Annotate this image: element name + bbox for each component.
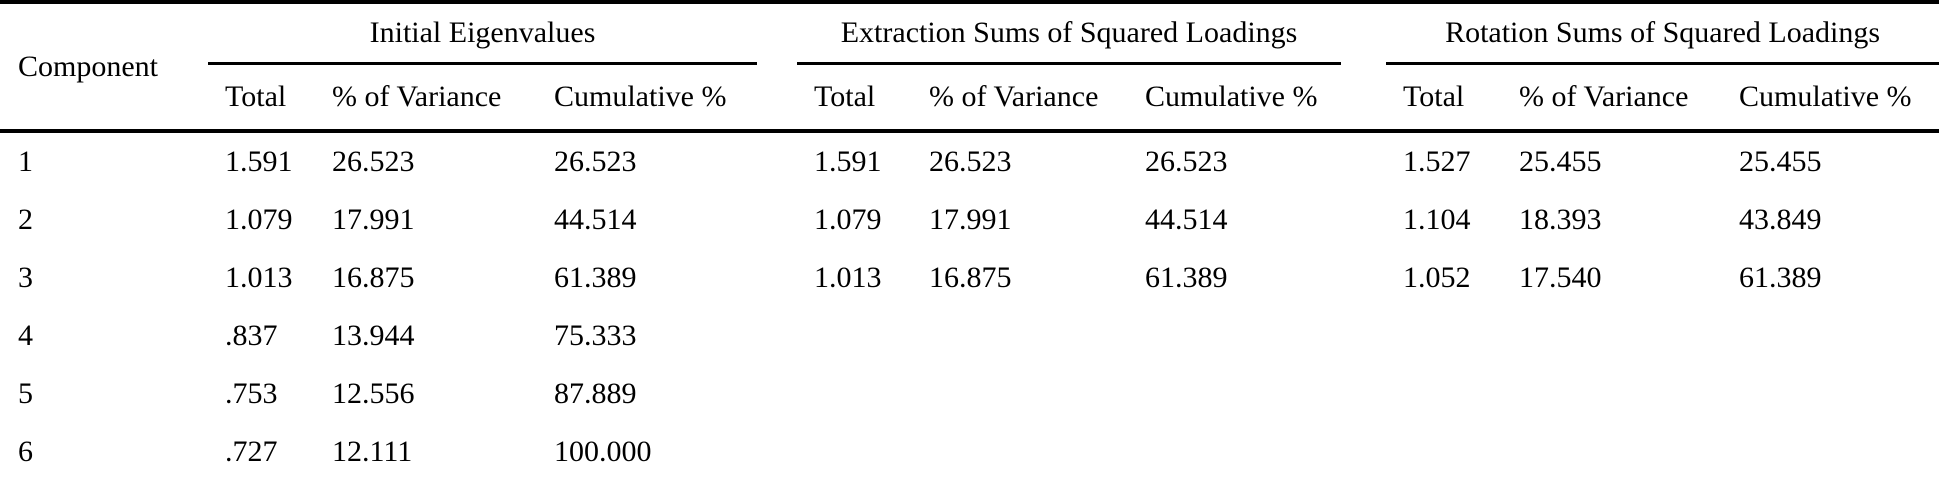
table-row-component-5: 5 .753 12.556 87.889 [0, 365, 1939, 423]
extraction-pct-variance-cell [912, 365, 1128, 423]
initial-pct-variance-cell: 12.556 [332, 377, 415, 410]
initial-cumulative-pct-cell: 75.333 [554, 319, 637, 352]
column-gap [1341, 131, 1386, 191]
rotation-cumulative-pct-cell [1722, 365, 1939, 423]
rotation-total-cell [1386, 365, 1502, 423]
component-cell: 3 [18, 261, 33, 294]
initial-pct-variance-cell: 17.991 [332, 203, 415, 236]
rotation-cumulative-pct-cell: 43.849 [1739, 203, 1822, 236]
rotation-cumulative-pct-header: Cumulative % [1722, 63, 1939, 133]
component-cell: 1 [18, 145, 33, 178]
column-gap [757, 249, 797, 307]
initial-total-cell: .727 [225, 435, 278, 468]
extraction-cumulative-pct-header: Cumulative % [1128, 63, 1342, 133]
initial-pct-variance-cell: 13.944 [332, 319, 415, 352]
column-gap [757, 191, 797, 249]
component-column-header: Component [0, 2, 208, 133]
initial-cumulative-pct-header: Cumulative % [537, 63, 758, 133]
extraction-pct-variance-cell: 16.875 [929, 261, 1012, 294]
column-gap [1341, 249, 1386, 307]
rotation-total-cell: 1.052 [1403, 261, 1471, 294]
rotation-total-cell [1386, 307, 1502, 365]
extraction-pct-variance-cell [912, 423, 1128, 481]
rotation-total-cell: 1.104 [1403, 203, 1471, 236]
rotation-pct-variance-cell: 18.393 [1519, 203, 1602, 236]
extraction-pct-variance-cell: 17.991 [929, 203, 1012, 236]
rotation-pct-variance-cell: 17.540 [1519, 261, 1602, 294]
extraction-total-cell: 1.591 [814, 145, 882, 178]
column-gap [757, 423, 797, 481]
rotation-total-header: Total [1386, 63, 1503, 133]
table-row-component-1: 1 1.591 26.523 26.523 1.591 26.523 26.52… [0, 131, 1939, 191]
extraction-total-cell [797, 423, 912, 481]
extraction-cumulative-pct-cell [1128, 307, 1341, 365]
initial-cumulative-pct-cell: 61.389 [554, 261, 637, 294]
table-row-component-6: 6 .727 12.111 100.000 [0, 423, 1939, 481]
initial-pct-variance-header: % of Variance [315, 63, 537, 133]
initial-cumulative-pct-cell: 26.523 [554, 145, 637, 178]
initial-cumulative-pct-cell: 100.000 [554, 435, 652, 468]
initial-total-cell: .837 [225, 319, 278, 352]
column-gap [757, 131, 797, 191]
extraction-pct-variance-cell: 26.523 [929, 145, 1012, 178]
rotation-total-cell: 1.527 [1403, 145, 1471, 178]
table-row-component-4: 4 .837 13.944 75.333 [0, 307, 1939, 365]
initial-pct-variance-cell: 12.111 [332, 435, 413, 468]
rotation-cumulative-pct-cell [1722, 423, 1939, 481]
component-cell: 4 [18, 319, 33, 352]
component-cell: 2 [18, 203, 33, 236]
rotation-total-cell [1386, 423, 1502, 481]
rotation-pct-variance-header: % of Variance [1502, 63, 1723, 133]
rotation-pct-variance-cell [1502, 307, 1722, 365]
rotation-cumulative-pct-cell: 61.389 [1739, 261, 1822, 294]
initial-total-cell: 1.079 [225, 203, 293, 236]
initial-total-header: Total [208, 63, 315, 133]
extraction-pct-variance-header: % of Variance [912, 63, 1129, 133]
column-gap [757, 307, 797, 365]
column-gap [1341, 365, 1386, 423]
initial-cumulative-pct-cell: 87.889 [554, 377, 637, 410]
column-gap [757, 2, 798, 133]
rotation-cumulative-pct-cell [1722, 307, 1939, 365]
initial-total-cell: .753 [225, 377, 278, 410]
extraction-total-cell [797, 365, 912, 423]
component-cell: 5 [18, 377, 33, 410]
extraction-total-cell: 1.013 [814, 261, 882, 294]
extraction-pct-variance-cell [912, 307, 1128, 365]
column-gap [1341, 191, 1386, 249]
extraction-cumulative-pct-cell: 44.514 [1145, 203, 1228, 236]
extraction-cumulative-pct-cell [1128, 365, 1341, 423]
extraction-total-header: Total [797, 63, 913, 133]
group-header-initial-eigenvalues: Initial Eigenvalues [208, 2, 758, 65]
extraction-total-cell [797, 307, 912, 365]
table-row-component-3: 3 1.013 16.875 61.389 1.013 16.875 61.38… [0, 249, 1939, 307]
rotation-cumulative-pct-cell: 25.455 [1739, 145, 1822, 178]
group-header-extraction-loadings: Extraction Sums of Squared Loadings [797, 2, 1342, 65]
initial-cumulative-pct-cell: 44.514 [554, 203, 637, 236]
rotation-pct-variance-cell [1502, 365, 1722, 423]
spanner-header-row: Component Initial Eigenvalues Extraction… [0, 2, 1939, 133]
table-row-component-2: 2 1.079 17.991 44.514 1.079 17.991 44.51… [0, 191, 1939, 249]
column-gap [757, 365, 797, 423]
initial-total-cell: 1.013 [225, 261, 293, 294]
subheader-row: Total % of Variance Cumulative % Total %… [0, 63, 1939, 133]
initial-total-cell: 1.591 [225, 145, 293, 178]
extraction-cumulative-pct-cell: 61.389 [1145, 261, 1228, 294]
extraction-total-cell: 1.079 [814, 203, 882, 236]
rotation-pct-variance-cell: 25.455 [1519, 145, 1602, 178]
group-header-rotation-loadings: Rotation Sums of Squared Loadings [1386, 2, 1939, 65]
rotation-pct-variance-cell [1502, 423, 1722, 481]
extraction-cumulative-pct-cell: 26.523 [1145, 145, 1228, 178]
component-cell: 6 [18, 435, 33, 468]
column-gap [1341, 2, 1387, 133]
initial-pct-variance-cell: 26.523 [332, 145, 415, 178]
extraction-cumulative-pct-cell [1128, 423, 1341, 481]
initial-pct-variance-cell: 16.875 [332, 261, 415, 294]
column-gap [1341, 423, 1386, 481]
column-gap [1341, 307, 1386, 365]
